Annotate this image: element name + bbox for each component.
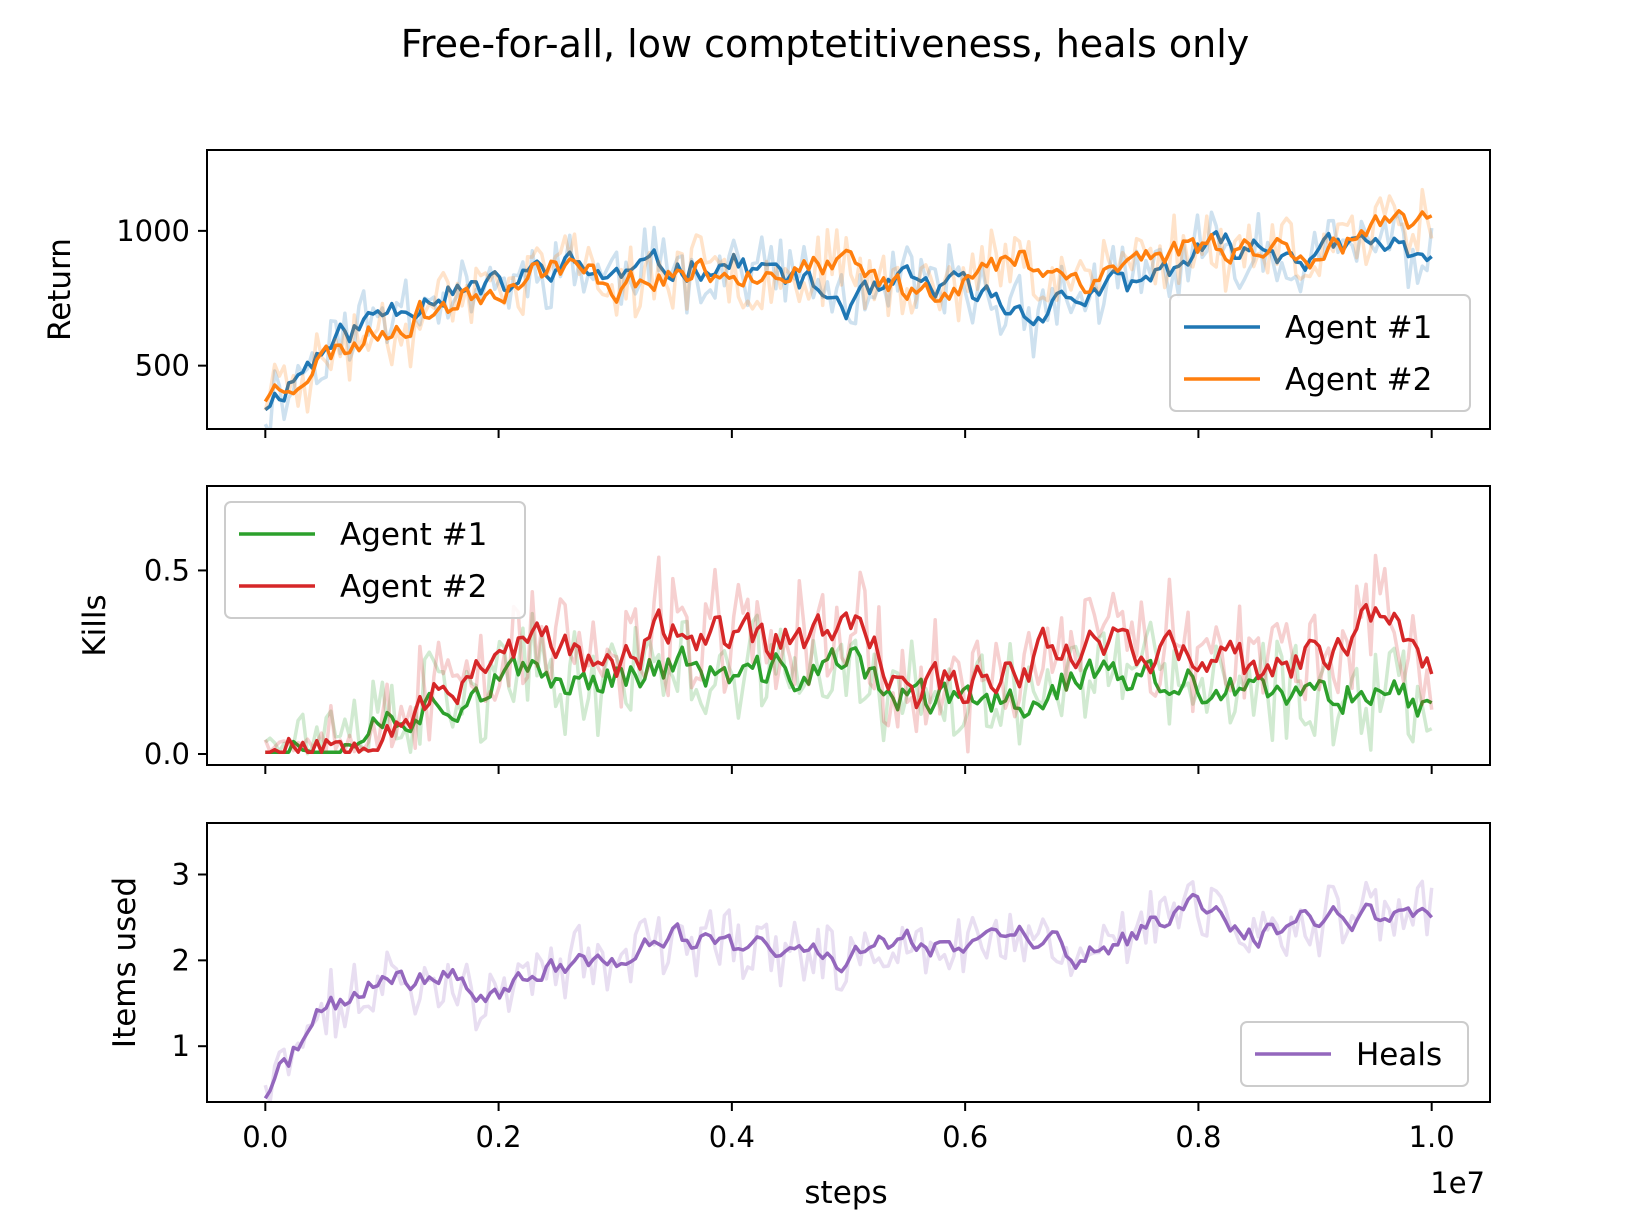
subplot-3: 0.0 0.2 0.4 0.6 0.8 1.0 1 2 3 Items used Heals (107, 822, 1491, 1154)
x-tick-label: 0.0 (242, 1120, 288, 1154)
x-axis-label: steps (804, 1175, 887, 1211)
y-tick-label: 1 (172, 1029, 190, 1063)
legend-label: Heals (1356, 1037, 1442, 1073)
y-tick-label: 2 (172, 943, 190, 977)
x-tick-label: 0.8 (1175, 1120, 1221, 1154)
y-axis-label: Return (42, 238, 78, 341)
x-tick-label: 0.4 (709, 1120, 755, 1154)
x-tick-label: 1.0 (1409, 1120, 1455, 1154)
series-line-3-1 (263, 892, 1434, 1100)
y-axis-label: Items used (107, 877, 143, 1048)
x-tick-label: 0.2 (476, 1120, 522, 1154)
series-raw-2-2 (263, 553, 1434, 754)
subplot-1-frame (206, 149, 1491, 430)
subplot-3-lines (263, 879, 1434, 1102)
legend-label: Agent #2 (1285, 362, 1432, 398)
subplot-2-lines (263, 553, 1434, 756)
series-raw-1-1 (263, 210, 1434, 429)
legend-frame (224, 501, 526, 619)
x-tick-label: 0.6 (942, 1120, 988, 1154)
series-line-2-1 (265, 645, 1433, 754)
y-tick-label: 0.0 (144, 737, 190, 771)
subplot-1: 500 1000 Return Agent #1 Agent #2 (42, 149, 1491, 438)
y-tick-label: 3 (172, 858, 190, 892)
legend-label: Agent #2 (340, 569, 487, 605)
subplot-1-lines (263, 187, 1434, 429)
x-axis-offset-text: 1e7 (1430, 1166, 1485, 1200)
legend-frame (1240, 1021, 1469, 1087)
subplot-2-frame (206, 485, 1491, 766)
y-tick-label: 0.5 (144, 553, 190, 587)
subplot-3-frame (206, 822, 1491, 1103)
subplot-2: 0.0 0.5 Kills Agent #1 Agent #2 (77, 485, 1491, 774)
legend-label: Agent #1 (1285, 310, 1432, 346)
series-line-1-2 (263, 209, 1433, 403)
legend-label: Agent #1 (340, 517, 487, 553)
legend: Agent #1 Agent #2 (224, 501, 526, 619)
series-line-1-1 (264, 230, 1433, 412)
y-tick-label: 500 (135, 349, 190, 383)
legend: Agent #1 Agent #2 (1169, 294, 1471, 412)
legend: Heals (1240, 1021, 1469, 1087)
figure-title: Free-for-all, low comptetitiveness, heal… (401, 22, 1250, 66)
y-tick-label: 1000 (116, 214, 190, 248)
y-axis-label: Kills (77, 594, 113, 656)
legend-frame (1169, 294, 1471, 412)
panels: 500 1000 Return Agent #1 Agent #2 0.0 0.5 Kills… (42, 149, 1491, 1154)
series-line-2-2 (265, 602, 1434, 754)
